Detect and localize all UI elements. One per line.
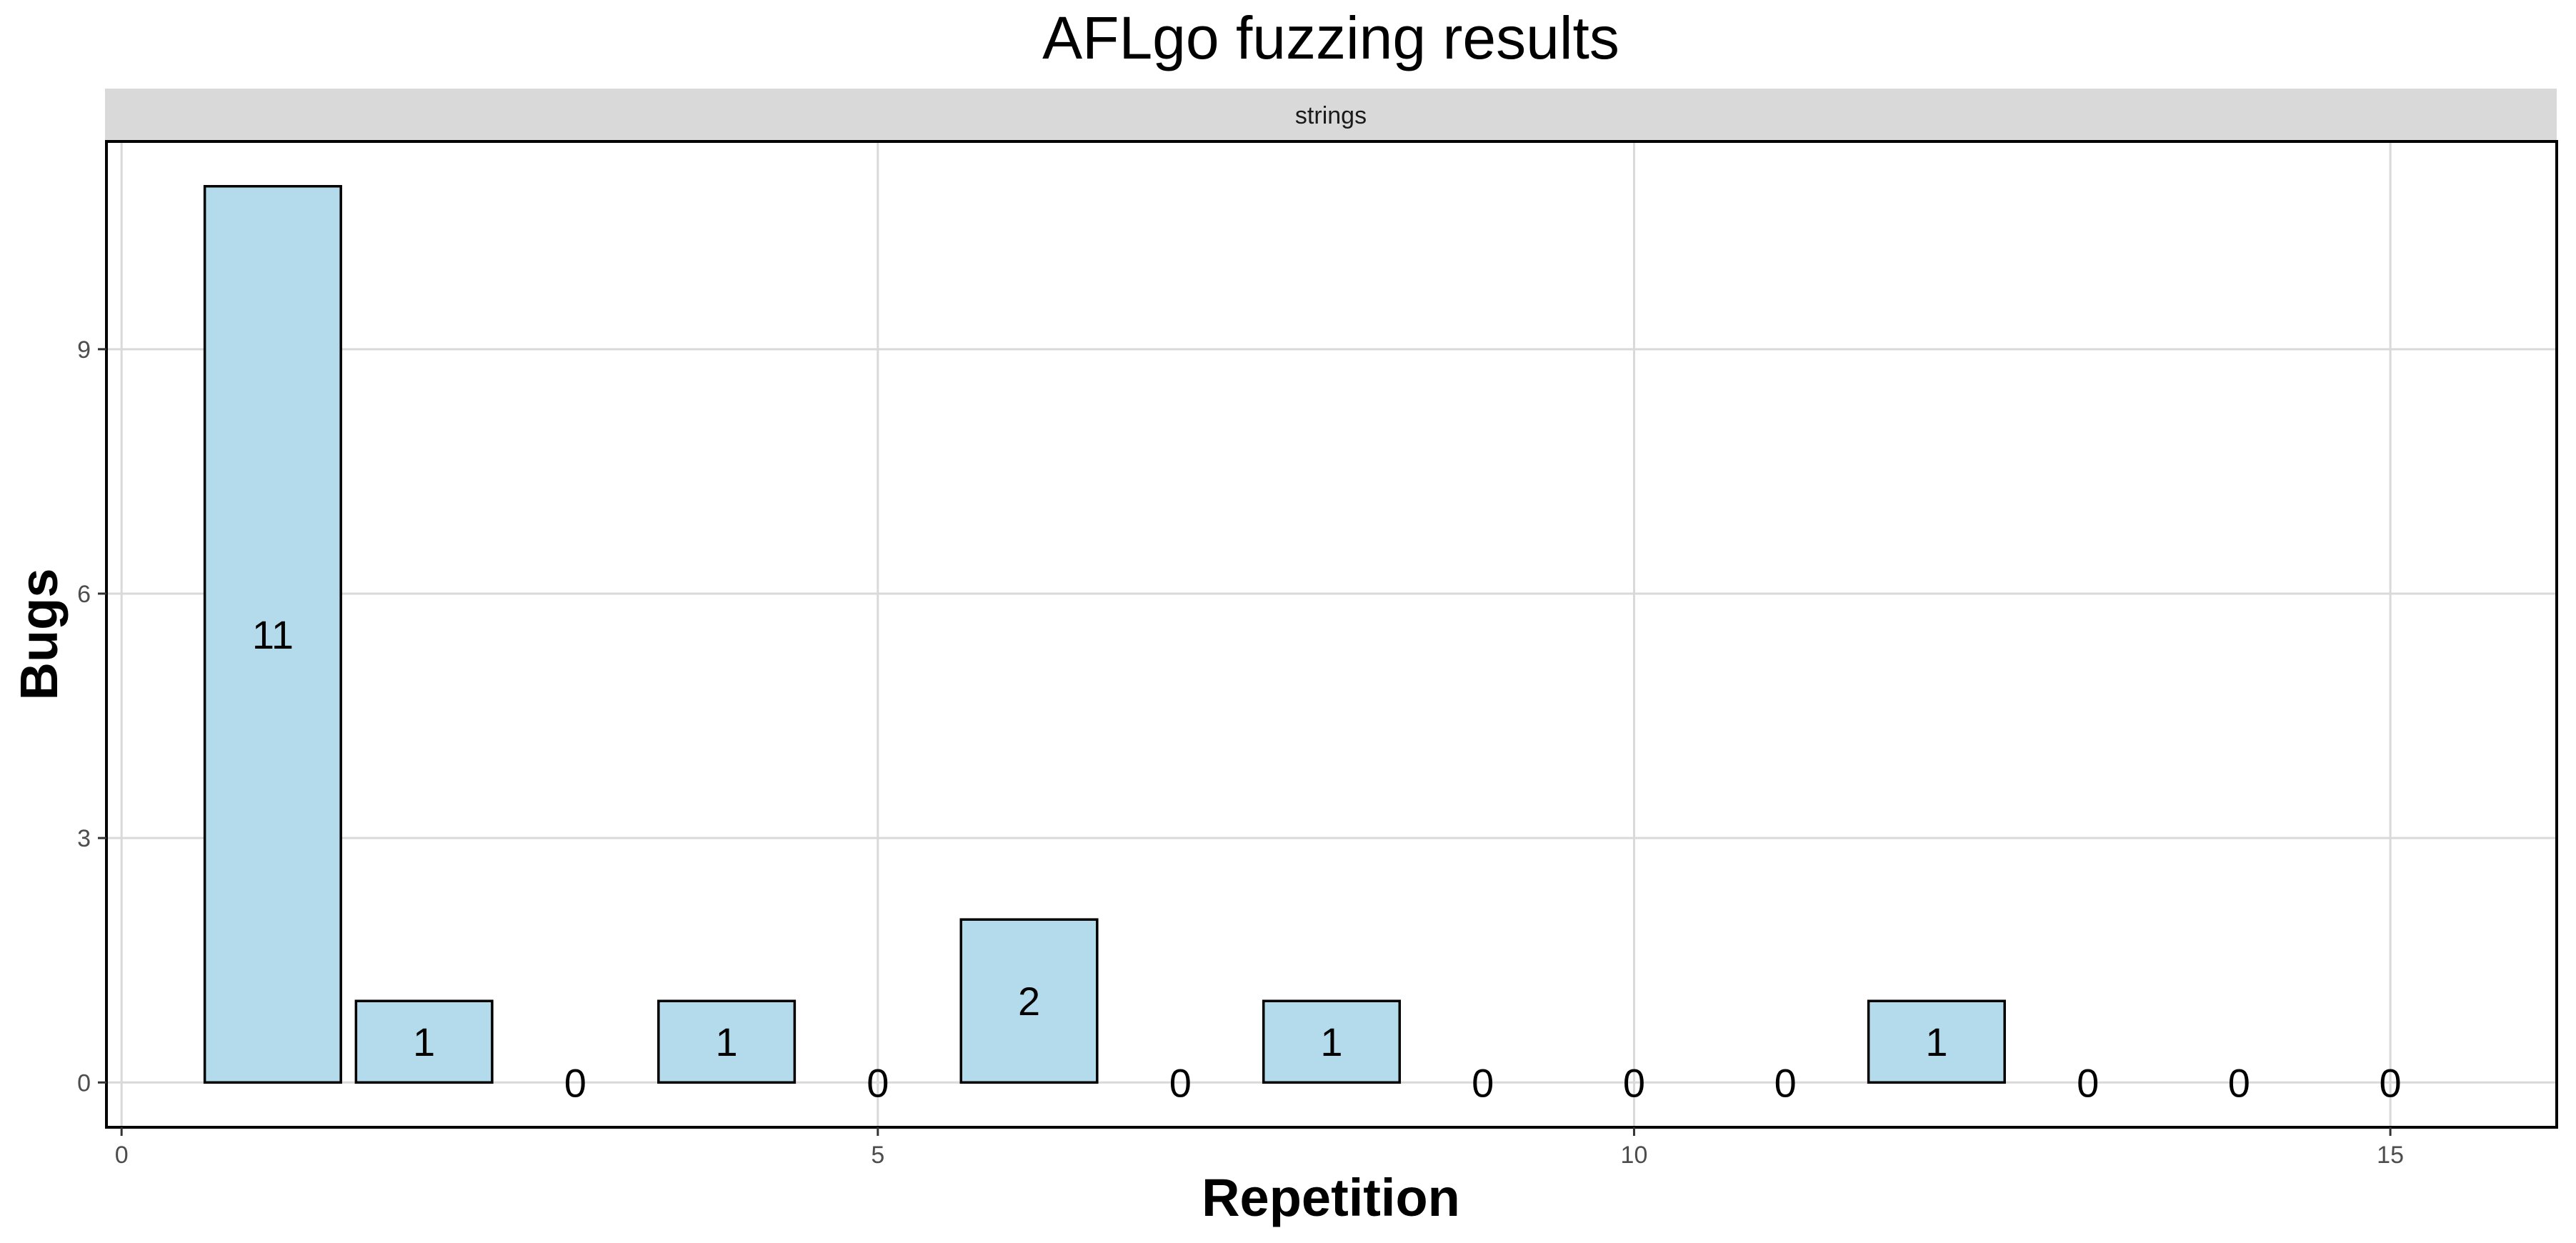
- x-axis: 0 5 10 15: [115, 1127, 2404, 1169]
- bar-label-9: 0: [1472, 1060, 1494, 1105]
- bar-2: [354, 999, 494, 1084]
- y-axis: 0 3 6 9: [77, 336, 106, 1097]
- bar-label-5: 0: [867, 1060, 889, 1105]
- bar-8: [1262, 999, 1402, 1084]
- facet-strip-label: strings: [1295, 102, 1367, 129]
- bar-label-1: 11: [252, 612, 294, 657]
- grid-lines: [106, 141, 2557, 1127]
- chart-title: AFLgo fuzzing results: [1042, 4, 1619, 71]
- bar-4: [657, 999, 797, 1084]
- bars: [203, 184, 2006, 1084]
- bar-label-7: 0: [1169, 1060, 1192, 1105]
- x-tick-label-2: 10: [1621, 1142, 1648, 1169]
- bar-label-11: 0: [1774, 1060, 1797, 1105]
- bar-label-3: 0: [564, 1060, 586, 1105]
- bar-12: [1867, 999, 2006, 1084]
- bar-label-8: 1: [1320, 1019, 1342, 1064]
- panel-border: [105, 140, 2558, 1129]
- y-axis-title: Bugs: [9, 569, 69, 701]
- bar-label-6: 2: [1018, 979, 1040, 1024]
- x-axis-title: Repetition: [1202, 1168, 1460, 1227]
- y-tick-label-0: 0: [77, 1069, 91, 1097]
- y-tick-label-1: 3: [77, 825, 91, 852]
- x-tick-label-3: 15: [2377, 1142, 2404, 1169]
- bar-label-4: 1: [716, 1019, 738, 1064]
- facet-strip: [105, 89, 2557, 141]
- bar-label-13: 0: [2077, 1060, 2099, 1105]
- y-tick-label-3: 9: [77, 336, 91, 364]
- bar-label-12: 1: [1925, 1019, 1947, 1064]
- bar-label-2: 1: [413, 1019, 435, 1064]
- bar-label-14: 0: [2228, 1060, 2250, 1105]
- bar-label-10: 0: [1623, 1060, 1645, 1105]
- x-tick-label-0: 0: [115, 1142, 129, 1169]
- y-tick-label-2: 6: [77, 581, 91, 608]
- x-tick-label-1: 5: [871, 1142, 884, 1169]
- bar-1: [203, 184, 342, 1084]
- bar-6: [959, 918, 1099, 1084]
- bar-label-15: 0: [2380, 1060, 2402, 1105]
